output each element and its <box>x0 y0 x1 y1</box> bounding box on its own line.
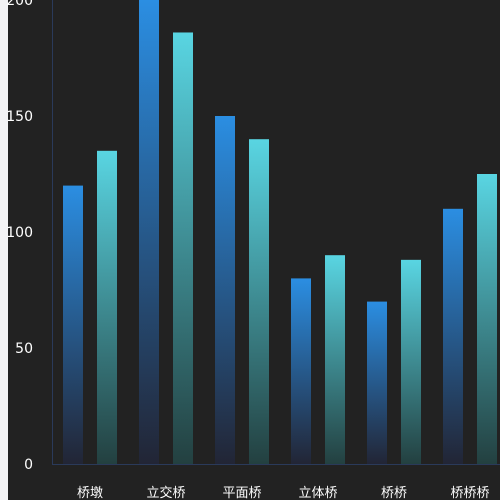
bar-1 <box>63 185 83 464</box>
bar-2 <box>173 32 193 464</box>
bar-2 <box>325 255 345 464</box>
bar-2 <box>477 174 497 464</box>
bar-2 <box>401 259 421 464</box>
y-tick-label: 50 <box>15 341 33 357</box>
y-tick-label: 100 <box>6 225 33 241</box>
bar-1 <box>443 208 463 464</box>
bars <box>63 0 497 465</box>
x-axis-ticks: 桥墩 立交桥 平面桥 立体桥 桥桥 桥桥桥 <box>77 485 490 500</box>
x-tick-label: 桥桥桥 <box>450 486 489 500</box>
x-tick-label: 平面桥 <box>222 486 261 500</box>
x-tick-label: 立交桥 <box>146 485 185 500</box>
y-tick-label: 200 <box>6 0 33 9</box>
x-tick-label: 立体桥 <box>298 486 337 500</box>
x-tick-label: 桥墩 <box>77 486 103 500</box>
bar-1 <box>139 0 159 464</box>
y-axis-ticks: 0 50 100 150 200 <box>6 0 33 473</box>
left-margin <box>0 0 8 500</box>
bar-2 <box>97 150 117 465</box>
y-tick-label: 150 <box>6 109 33 125</box>
bar-1 <box>367 301 387 464</box>
bar-1 <box>215 116 235 464</box>
bar-2 <box>249 139 269 464</box>
y-tick-label: 0 <box>24 457 33 473</box>
x-tick-label: 桥桥 <box>381 486 407 500</box>
bar-1 <box>291 278 311 464</box>
